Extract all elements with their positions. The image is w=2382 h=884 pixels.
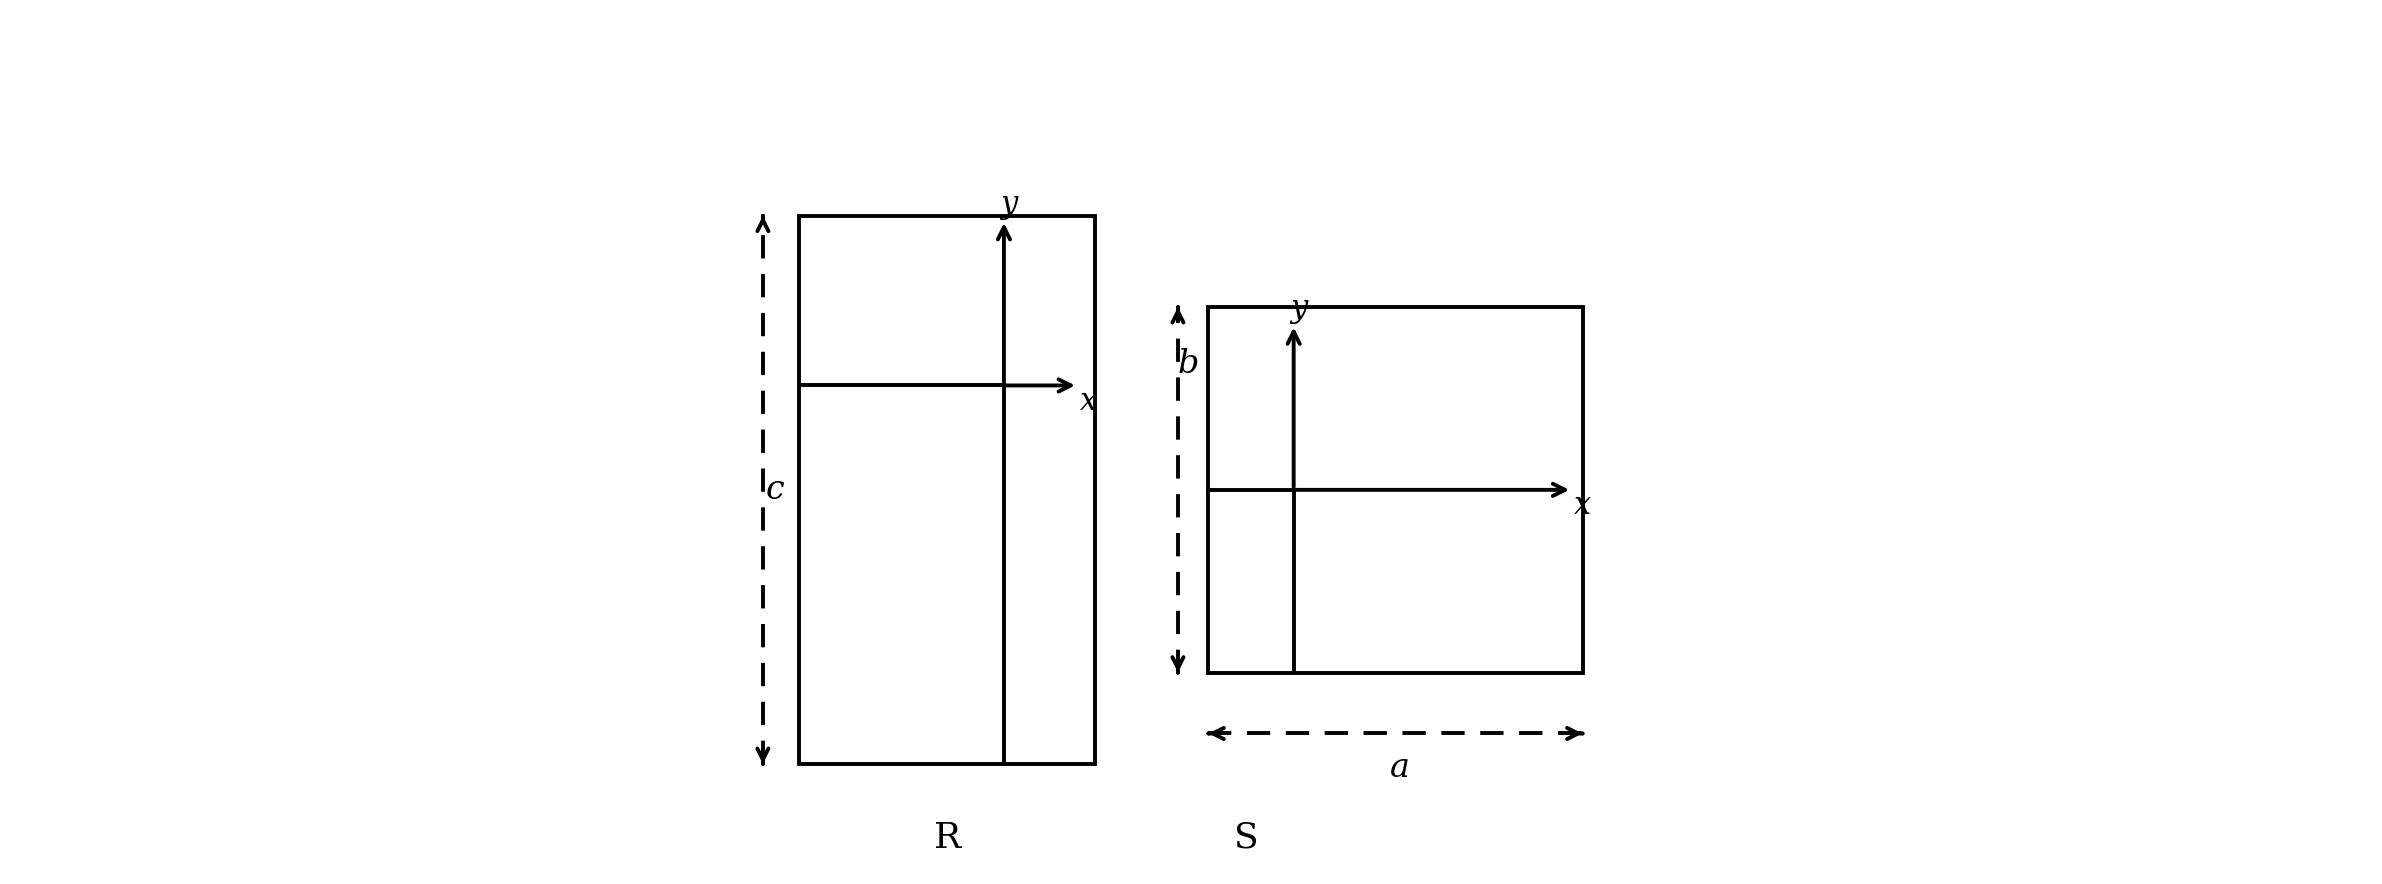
Bar	[1208, 307, 1582, 673]
Text: c: c	[765, 474, 784, 506]
Text: x: x	[1575, 490, 1591, 521]
Text: R: R	[934, 821, 960, 855]
Text: S: S	[1234, 821, 1258, 855]
Text: y: y	[1291, 293, 1308, 324]
Text: a: a	[1389, 752, 1410, 784]
Bar	[800, 216, 1096, 764]
Text: b: b	[1177, 347, 1198, 380]
Text: y: y	[1000, 189, 1017, 220]
Text: x: x	[1079, 385, 1098, 416]
